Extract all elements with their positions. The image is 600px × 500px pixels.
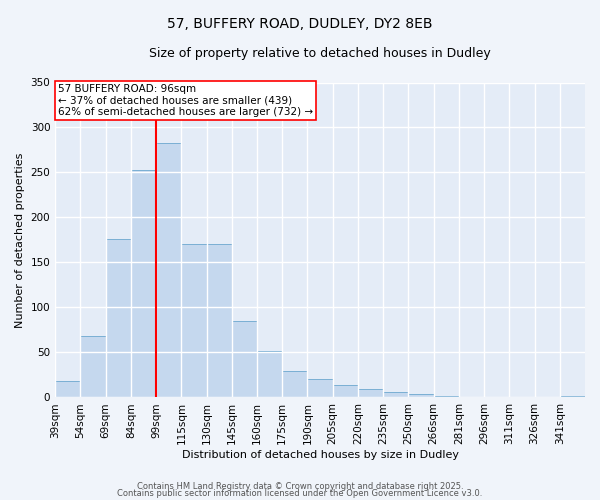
Bar — [383, 392, 409, 398]
Bar — [409, 394, 434, 398]
X-axis label: Distribution of detached houses by size in Dudley: Distribution of detached houses by size … — [182, 450, 458, 460]
Bar — [332, 385, 358, 398]
Bar — [181, 244, 206, 398]
Text: 57, BUFFERY ROAD, DUDLEY, DY2 8EB: 57, BUFFERY ROAD, DUDLEY, DY2 8EB — [167, 18, 433, 32]
Bar — [484, 396, 509, 398]
Bar — [131, 170, 156, 398]
Text: Contains public sector information licensed under the Open Government Licence v3: Contains public sector information licen… — [118, 490, 482, 498]
Bar — [560, 396, 585, 398]
Bar — [358, 390, 383, 398]
Bar — [434, 396, 459, 398]
Y-axis label: Number of detached properties: Number of detached properties — [15, 152, 25, 328]
Title: Size of property relative to detached houses in Dudley: Size of property relative to detached ho… — [149, 48, 491, 60]
Bar — [459, 396, 484, 398]
Bar — [206, 244, 232, 398]
Bar — [106, 239, 131, 398]
Text: 57 BUFFERY ROAD: 96sqm
← 37% of detached houses are smaller (439)
62% of semi-de: 57 BUFFERY ROAD: 96sqm ← 37% of detached… — [58, 84, 313, 117]
Bar — [282, 372, 307, 398]
Bar — [232, 321, 257, 398]
Bar — [156, 143, 181, 398]
Text: Contains HM Land Registry data © Crown copyright and database right 2025.: Contains HM Land Registry data © Crown c… — [137, 482, 463, 491]
Bar — [80, 336, 106, 398]
Bar — [55, 382, 80, 398]
Bar — [307, 380, 332, 398]
Bar — [257, 350, 282, 398]
